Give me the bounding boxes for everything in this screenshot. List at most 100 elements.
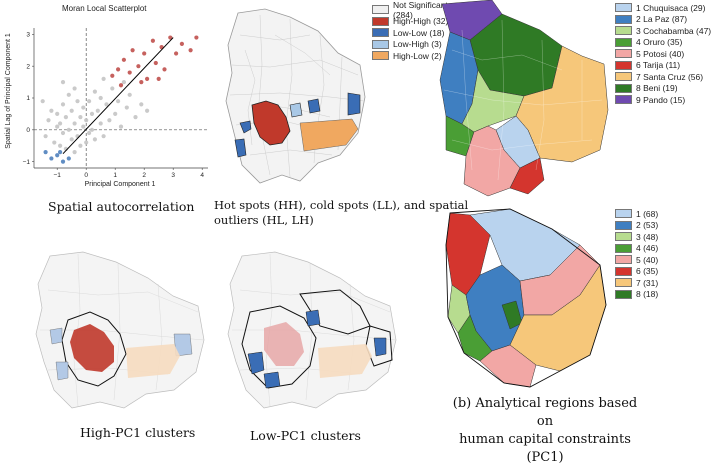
lisa-legend-label: Low-High (3) [393, 39, 442, 50]
region-legend-label: 7 (31) [636, 277, 659, 288]
lisa-legend-swatch [372, 51, 389, 61]
scatter-x-tick-label: 4 [200, 172, 204, 179]
region-legend-item: 8 (18) [615, 289, 685, 301]
department-legend-label: 6 Tarija (11) [636, 60, 681, 71]
lisa-caption: Hot spots (HH), cold spots (LL), and spa… [214, 198, 468, 228]
low-cluster-pink-core [264, 322, 304, 366]
scatter-point-not-significant [101, 134, 106, 139]
region-legend-swatch [615, 209, 632, 219]
analytical-regions-map [445, 208, 607, 388]
region-legend-item: 5 (40) [615, 254, 685, 266]
scatter-point-high-high [136, 64, 141, 69]
department-legend-label: 2 La Paz (87) [636, 14, 688, 25]
department-legend-label: 4 Oruro (35) [636, 37, 683, 48]
scatter-point-not-significant [81, 105, 86, 110]
bolivia-outline [225, 8, 366, 184]
scatter-point-not-significant [124, 105, 129, 110]
high-cluster-outlier-low-2 [55, 361, 69, 381]
department-legend-item: 7 Santa Cruz (56) [615, 71, 719, 83]
department-legend-item: 6 Tarija (11) [615, 60, 719, 72]
scatter-point-high-high [179, 41, 184, 47]
lisa-legend-swatch [372, 5, 389, 15]
scatter-point-not-significant [110, 86, 115, 91]
scatter-y-tick-label: 1 [26, 95, 30, 102]
scatter-point-not-significant [81, 124, 86, 129]
scatter-point-not-significant [60, 102, 66, 107]
scatter-point-not-significant [72, 121, 77, 126]
region-legend-label: 6 (35) [636, 266, 659, 277]
high-pc1-clusters-map [35, 251, 205, 409]
lisa-legend-swatch [372, 39, 389, 49]
scatter-point-high-high [130, 48, 135, 53]
scatter-x-tick-label: 2 [142, 172, 146, 179]
scatter-point-not-significant [133, 114, 138, 120]
lisa-legend-label: Low-Low (18) [393, 27, 445, 38]
scatter-point-high-high [194, 35, 199, 40]
scatter-point-not-significant [72, 149, 77, 155]
scatter-point-low-low [43, 149, 48, 155]
region-legend-item: 2 (53) [615, 220, 685, 232]
scatter-x-tick-label: −1 [53, 172, 61, 179]
department-legend-label: 7 Santa Cruz (56) [636, 71, 704, 82]
department-legend-item: 3 Cochabamba (47) [615, 25, 719, 37]
scatter-title: Moran Local Scatterplot [62, 4, 147, 13]
scatter-point-high-high [153, 60, 158, 66]
department-legend-item: 8 Beni (19) [615, 83, 719, 95]
high-cluster-outline [61, 311, 127, 387]
lisa-legend-item: High-Low (2) [372, 50, 452, 62]
department-legend-label: 3 Cochabamba (47) [636, 25, 712, 36]
low-map-caption: Low-PC1 clusters [250, 428, 361, 443]
region-legend-swatch [615, 243, 632, 253]
low-low-cluster-3 [307, 98, 321, 114]
lisa-legend-label: High-Low (2) [393, 50, 442, 61]
scatter-point-high-high [174, 51, 179, 56]
scatter-point-high-high [118, 83, 124, 88]
region-legend-label: 8 (18) [636, 289, 659, 300]
region-legend-label: 4 (46) [636, 243, 659, 254]
moran-scatterplot: −1 0 1 2 3 4 −1 0 1 2 3 Spatial Lag of Principal C… [5, 28, 208, 188]
scatter-point-not-significant [55, 124, 60, 129]
department-legend-label: 8 Beni (19) [636, 83, 678, 94]
scatter-point-not-significant [139, 102, 144, 107]
departments-map [439, 0, 609, 197]
scatter-point-high-high [145, 76, 150, 82]
scatter-point-high-high [188, 48, 193, 53]
scatter-point-not-significant [84, 118, 89, 123]
department-legend-label: 9 Pando (15) [636, 94, 686, 105]
scatter-y-tick-label: 0 [26, 127, 30, 134]
regions-caption: (b) Analytical regions based on human ca… [450, 395, 640, 467]
scatter-point-high-high [168, 35, 173, 40]
scatter-point-not-significant [63, 114, 68, 120]
scatter-point-not-significant [87, 99, 92, 104]
department-legend-item: 1 Chuquisaca (29) [615, 2, 719, 14]
scatter-point-not-significant [121, 79, 126, 85]
regions-caption-line1: (b) Analytical regions based on [452, 396, 638, 429]
scatter-point-not-significant [78, 114, 83, 120]
scatter-point-not-significant [40, 99, 45, 104]
region-legend-item: 1 (68) [615, 208, 685, 220]
scatter-ylabel: Spatial Lag of Principal Component 1 [5, 33, 12, 149]
scatter-point-not-significant [60, 79, 66, 85]
low-cluster-outline-west [241, 305, 317, 389]
department-legend-item: 4 Oruro (35) [615, 37, 719, 49]
scatter-x-tick-label: 0 [84, 172, 88, 179]
low-cluster-blue-2 [263, 371, 281, 389]
department-legend-swatch [615, 49, 632, 59]
lisa-legend-item: Not Significant (284) [372, 0, 452, 20]
department-legend-label: 5 Potosi (40) [636, 48, 685, 59]
scatter-point-not-significant [101, 76, 106, 82]
scatter-y-tick-label: −1 [23, 159, 31, 166]
scatter-point-not-significant [87, 130, 92, 136]
scatter-point-low-low [49, 156, 54, 161]
scatter-point-low-low [66, 156, 71, 161]
department-legend-swatch [615, 37, 632, 47]
lisa-legend: Not Significant (284) High-High (32) Low-L… [372, 0, 452, 62]
dept-santa-cruz [515, 45, 609, 163]
scatter-point-not-significant [89, 111, 95, 117]
department-legend-swatch [615, 14, 632, 24]
scatter-point-not-significant [46, 118, 51, 123]
scatter-point-not-significant [66, 92, 71, 97]
region-legend-label: 3 (48) [636, 231, 659, 242]
scatter-fit-line [62, 37, 174, 155]
scatter-point-not-significant [75, 99, 80, 104]
